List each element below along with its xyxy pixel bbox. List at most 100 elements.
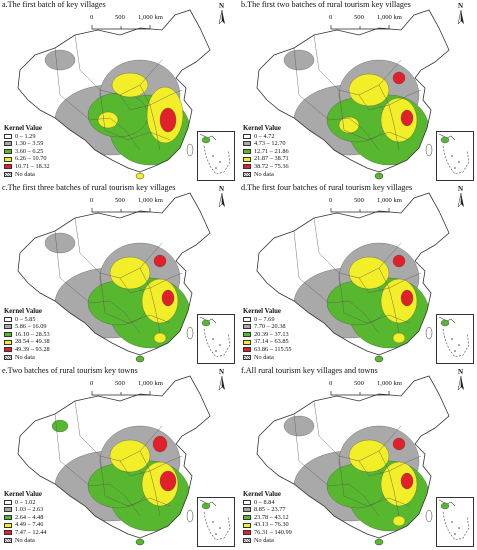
legend-item: 43.13 – 76.30	[243, 521, 292, 529]
south-china-sea-inset	[197, 131, 235, 181]
legend-item: 8.85 – 23.77	[243, 506, 292, 514]
legend-item: 20.39 – 37.13	[243, 331, 292, 339]
legend-title: Kernel Value	[243, 308, 281, 315]
legend-item: 4.73 – 12.70	[243, 140, 289, 148]
legend-label: 63.86 – 115.55	[254, 345, 292, 353]
legend: Kernel Value 0 – 1.29 1.30 – 3.59 3.60 – 6.…	[4, 125, 50, 178]
legend-item: 0 – 4.72	[243, 133, 289, 141]
north-arrow-icon	[457, 192, 464, 208]
china-map	[17, 9, 225, 180]
scale-label-end: 1,000 km	[138, 14, 163, 21]
legend-item: 37.14 – 63.85	[243, 338, 292, 346]
kernel-zone	[44, 232, 76, 254]
north-label: N	[219, 185, 225, 193]
legend-swatch	[4, 156, 12, 162]
south-china-sea-inset	[197, 314, 235, 364]
legend-swatch	[4, 339, 12, 345]
legend-label: 4.49 – 7.46	[15, 521, 44, 529]
map-panel-f: f.All rural tourism key villages and tow…	[239, 366, 477, 549]
legend-label: 21.87 – 38.71	[254, 155, 289, 163]
panel-title: d.The first four batches of rural touris…	[241, 183, 413, 192]
scale-label-zero: 0	[90, 380, 94, 387]
legend-title: Kernel Value	[243, 125, 281, 132]
legend-title: Kernel Value	[4, 491, 42, 498]
legend-item-nodata: No data	[243, 537, 292, 545]
legend-title: Kernel Value	[4, 308, 42, 315]
scale-label-zero: 0	[329, 14, 333, 21]
scale-label-zero: 0	[90, 14, 94, 21]
country-boundary	[256, 192, 450, 356]
scale-bar	[91, 208, 151, 213]
legend-swatch	[243, 332, 251, 338]
legend-title: Kernel Value	[243, 491, 281, 498]
north-arrow-icon	[218, 9, 225, 25]
kernel-zone	[159, 470, 177, 492]
kernel-zone	[159, 107, 177, 133]
legend-swatch	[243, 507, 251, 513]
legend-label: 0 – 7.69	[254, 315, 275, 323]
legend-swatch	[4, 537, 12, 543]
legend-label: 0 – 8.84	[254, 498, 275, 506]
kernel-zone	[338, 116, 360, 134]
north-label: N	[219, 2, 225, 10]
scale-bar	[91, 391, 151, 396]
scale-label-mid: 500	[354, 197, 364, 204]
legend-label: 49.39 – 93.28	[15, 345, 50, 353]
legend-swatch	[243, 339, 251, 345]
legend-swatch	[243, 171, 251, 177]
kernel-zone	[400, 289, 414, 307]
south-china-sea-inset	[436, 497, 474, 547]
china-map	[256, 375, 464, 546]
legend-label: No data	[15, 170, 35, 178]
south-china-sea-inset	[436, 314, 474, 364]
legend-item: 63.86 – 115.55	[243, 346, 292, 354]
kernel-zone	[392, 332, 406, 344]
legend-swatch	[4, 149, 12, 155]
map-panel-a: a.The first batch of key villages 0 500 1,0…	[0, 0, 238, 183]
country-boundary	[17, 9, 211, 173]
scale-label-zero: 0	[329, 380, 333, 387]
legend-label: 28.54 – 49.38	[15, 338, 50, 346]
legend-item: 2.64 – 4.48	[4, 514, 46, 522]
scale-label-zero: 0	[329, 197, 333, 204]
kernel-zone	[283, 49, 315, 71]
legend-item: 0 – 7.69	[243, 316, 292, 324]
legend-item-nodata: No data	[4, 354, 50, 362]
legend-item: 28.54 – 49.38	[4, 338, 50, 346]
map-panel-b: b.The first two batches of rural tourism…	[239, 0, 477, 183]
kernel-zone	[283, 415, 315, 437]
legend-item: 12.71 – 21.86	[243, 148, 289, 156]
legend: Kernel Value 0 – 8.84 8.85 – 23.77 23.78 – …	[243, 491, 292, 544]
legend-swatch	[4, 133, 12, 139]
legend-label: 12.71 – 21.86	[254, 147, 289, 155]
legend-swatch	[4, 316, 12, 322]
legend-swatch	[4, 499, 12, 505]
south-china-sea-inset	[197, 497, 235, 547]
kernel-zone	[97, 111, 119, 129]
scale-label-end: 1,000 km	[138, 197, 163, 204]
legend-swatch	[4, 530, 12, 536]
legend-swatch	[243, 149, 251, 155]
map-panel-d: d.The first four batches of rural touris…	[239, 183, 477, 366]
legend-swatch	[243, 354, 251, 360]
legend-label: 7.47 – 12.44	[15, 528, 47, 536]
scale-bar	[91, 25, 151, 30]
legend-swatch	[4, 171, 12, 177]
legend-item: 0 – 1.29	[4, 133, 50, 141]
legend-label: 16.10 – 28.53	[15, 330, 50, 338]
legend-label: 0 – 4.72	[254, 132, 275, 140]
country-boundary	[256, 375, 450, 539]
legend-label: 1.03 – 2.63	[15, 506, 44, 514]
kernel-zone	[326, 463, 388, 509]
legend-swatch	[243, 499, 251, 505]
kernel-zone	[392, 254, 406, 268]
legend-label: No data	[254, 353, 274, 361]
legend-label: 0 – 5.85	[15, 315, 36, 323]
legend: Kernel Value 0 – 4.72 4.73 – 12.70 12.71 – …	[243, 125, 289, 178]
china-map	[17, 375, 225, 546]
scale-label-end: 1,000 km	[377, 14, 402, 21]
legend-swatch	[243, 347, 251, 353]
kernel-zone	[87, 92, 149, 138]
legend-label: 1.30 – 3.59	[15, 140, 44, 148]
scale-label-mid: 500	[354, 14, 364, 21]
